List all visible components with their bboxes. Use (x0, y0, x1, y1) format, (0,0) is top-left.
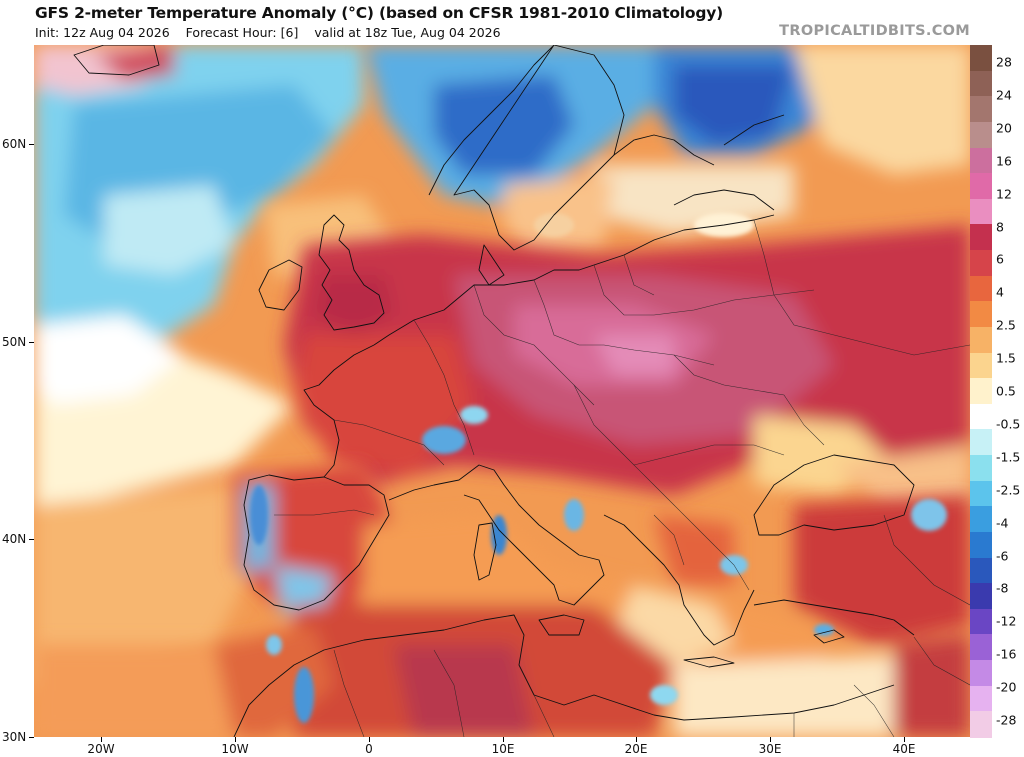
lat-label-40n: 40N (2, 532, 27, 546)
colorbar-segment (970, 685, 992, 712)
lat-tick (29, 342, 34, 343)
colorbar-segment (970, 275, 992, 302)
colorbar-label: 1.5 (996, 350, 1016, 366)
lon-tick (101, 737, 102, 742)
lat-tick (29, 144, 34, 145)
colorbar-label: -4 (996, 515, 1009, 531)
colorbar-label: 0.5 (996, 383, 1016, 399)
colorbar-label: -16 (996, 646, 1017, 662)
lon-tick (235, 737, 236, 742)
colorbar-segment (970, 480, 992, 507)
colorbar-label: -1.5 (996, 449, 1021, 465)
lon-label-0: 0 (365, 742, 373, 756)
lon-label-30e: 30E (758, 742, 782, 756)
forecast-hour: Forecast Hour: [6] (185, 25, 299, 40)
colorbar-label: 4 (996, 284, 1004, 300)
colorbar-segment (970, 557, 992, 584)
lat-label-60n: 60N (2, 137, 27, 151)
colorbar-segment (970, 70, 992, 97)
colorbar-segment (970, 147, 992, 174)
colorbar-segment (970, 583, 992, 610)
init-time: Init: 12z Aug 04 2026 (35, 25, 170, 40)
colorbar-segment (970, 224, 992, 251)
colorbar-label: 28 (996, 54, 1012, 70)
colorbar-label: 16 (996, 153, 1012, 169)
colorbar-segment (970, 660, 992, 687)
lon-tick (636, 737, 637, 742)
colorbar-segment (970, 198, 992, 225)
colorbar-label: -2.5 (996, 482, 1021, 498)
colorbar-label: 20 (996, 120, 1012, 136)
colorbar-label: 8 (996, 219, 1004, 234)
lat-label-50n: 50N (2, 335, 27, 349)
colorbar-segment (970, 352, 992, 379)
colorbar-segment (970, 634, 992, 661)
colorbar-segment (970, 711, 992, 738)
lon-label-10e: 10E (491, 742, 515, 756)
colorbar-segment (970, 429, 992, 456)
colorbar-label: 24 (996, 87, 1012, 103)
temperature-anomaly-map (34, 45, 970, 737)
scandinavia-anomaly-field (264, 45, 970, 285)
lon-label-10w: 10W (221, 742, 249, 756)
lon-tick (904, 737, 905, 742)
colorbar-label: -12 (996, 613, 1017, 629)
colorbar-segment (970, 121, 992, 149)
map-title: GFS 2-meter Temperature Anomaly (°C) (ba… (35, 4, 724, 22)
lat-tick (29, 737, 34, 738)
colorbar (970, 45, 992, 738)
valid-time: valid at 18z Tue, Aug 04 2026 (314, 25, 501, 40)
colorbar-label: 6 (996, 251, 1004, 267)
lon-tick (770, 737, 771, 742)
lat-label-30n: 30N (2, 730, 27, 744)
coastlines (73, 45, 915, 737)
colorbar-segment (970, 301, 992, 328)
colorbar-label: -20 (996, 679, 1017, 695)
colorbar-segment (970, 326, 992, 354)
colorbar-label: -8 (996, 580, 1009, 596)
colorbar-label: 2.5 (996, 317, 1016, 333)
lat-tick (29, 539, 34, 540)
country-borders (274, 219, 970, 737)
colorbar-segment (970, 403, 992, 431)
colorbar-segment (970, 173, 992, 200)
colorbar-segment (970, 250, 992, 277)
colorbar-segment (970, 608, 992, 636)
lon-label-20w: 20W (87, 742, 115, 756)
colorbar-segment (970, 96, 992, 123)
lon-label-40e: 40E (892, 742, 916, 756)
map-canvas (34, 45, 970, 737)
colorbar-segment (970, 378, 992, 405)
europe-anomaly-field (284, 225, 970, 515)
terrain-detail-blobs (250, 213, 947, 723)
colorbar-label: 12 (996, 186, 1012, 202)
lon-label-20e: 20E (624, 742, 648, 756)
atlantic-anomaly-field (34, 45, 364, 685)
lon-tick (503, 737, 504, 742)
colorbar-segment (970, 455, 992, 482)
brand-watermark: TROPICALTIDBITS.COM (779, 23, 970, 39)
lon-tick (369, 737, 370, 742)
southern-anomaly-field (34, 465, 970, 737)
colorbar-segment (970, 531, 992, 559)
colorbar-label: -28 (996, 712, 1017, 728)
map-subtitle: Init: 12z Aug 04 2026 Forecast Hour: [6]… (35, 25, 513, 40)
colorbar-segment (970, 506, 992, 533)
colorbar-label: -0.5 (996, 416, 1021, 432)
colorbar-label: -6 (996, 548, 1009, 563)
colorbar-segment (970, 45, 992, 72)
